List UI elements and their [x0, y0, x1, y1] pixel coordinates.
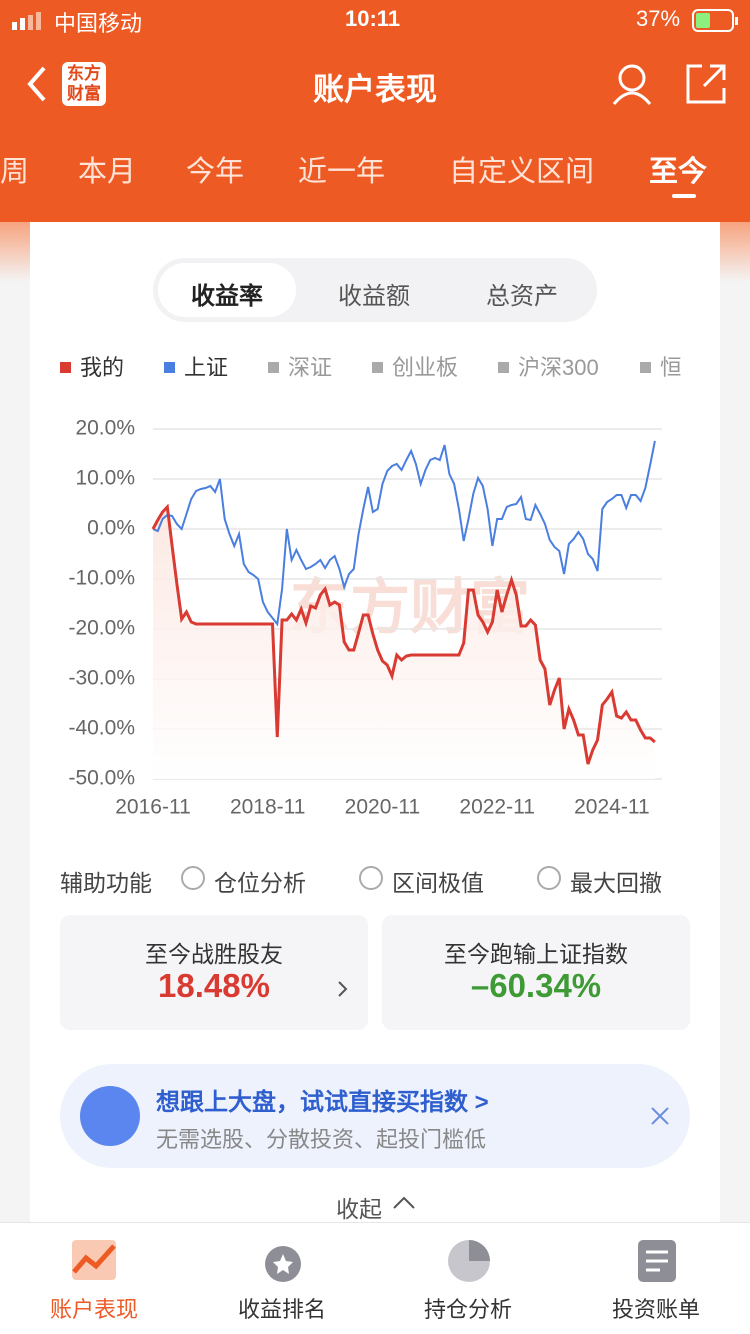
- chevron: [338, 981, 348, 997]
- share-icon[interactable]: [684, 62, 730, 108]
- metric-tab[interactable]: 收益率: [191, 283, 263, 310]
- nav-icon: [638, 1240, 676, 1282]
- x-tick-label: 2018-11: [230, 796, 306, 819]
- stat-label: 至今跑输上证指数: [444, 941, 628, 967]
- nav-icon: [265, 1246, 301, 1282]
- collapse-icon: [393, 1196, 415, 1209]
- aux-label: 辅助功能: [60, 870, 152, 896]
- page-title: 账户表现: [313, 72, 437, 107]
- legend-label: 深证: [288, 355, 332, 380]
- close-icon[interactable]: [650, 1106, 670, 1126]
- battery-icon: [692, 9, 738, 32]
- promo-title: 想跟上大盘，试试直接买指数 >: [156, 1089, 489, 1116]
- promo-banner[interactable]: 想跟上大盘，试试直接买指数 > 无需选股、分散投资、起投门槛低: [60, 1064, 690, 1168]
- legend-label: 我的: [80, 355, 124, 380]
- legend-swatch: [164, 362, 175, 373]
- logo: 东方 财富: [62, 62, 106, 106]
- legend-label: 沪深300: [518, 355, 599, 380]
- stat-card: 至今跑输上证指数 –60.34%: [382, 915, 690, 1030]
- promo-icon: [80, 1086, 140, 1146]
- legend-swatch: [640, 362, 651, 373]
- period-tab-active[interactable]: 至今: [649, 156, 708, 188]
- period-tab[interactable]: 近一年: [298, 156, 386, 188]
- aux-option[interactable]: 区间极值: [392, 870, 484, 896]
- x-tick-label: 2022-11: [459, 796, 535, 819]
- legend-fade: [680, 350, 720, 390]
- radio[interactable]: [359, 866, 383, 890]
- user-icon[interactable]: [610, 62, 660, 108]
- stat-value: –60.34%: [470, 967, 602, 1004]
- metric-selected: [158, 263, 296, 317]
- y-tick-label: 0.0%: [87, 517, 135, 540]
- nav-item[interactable]: 持仓分析: [423, 1297, 512, 1322]
- tab-indicator: [672, 194, 696, 198]
- bottom-nav: [0, 1222, 750, 1334]
- area-fill: [153, 507, 655, 779]
- metric-tab[interactable]: 总资产: [486, 283, 558, 310]
- promo-subtitle: 无需选股、分散投资、起投门槛低: [156, 1127, 487, 1152]
- chart: 东方财富 20.0%10.0%0.0%-10.0%-20.0%-30.0%-40…: [60, 350, 720, 819]
- legend-label: 上证: [184, 355, 228, 380]
- period-tab[interactable]: 周: [0, 156, 30, 188]
- series-line: [152, 440, 656, 627]
- time: 10:11: [345, 6, 401, 31]
- legend-swatch: [498, 362, 509, 373]
- battery: 37%: [636, 6, 681, 31]
- y-tick-label: -40.0%: [68, 717, 135, 740]
- header: 中国移动 10:11 37% 东方 财富 账户表现 周 本月 今年 近一年 自定义…: [0, 0, 750, 222]
- nav-icon: [72, 1240, 116, 1280]
- stat-card[interactable]: 至今战胜股友 18.48%: [60, 915, 368, 1030]
- nav-icon: [448, 1240, 490, 1282]
- carrier: 中国移动: [54, 11, 143, 36]
- x-tick-label: 2016-11: [115, 796, 191, 819]
- legend-swatch: [268, 362, 279, 373]
- nav-item-active[interactable]: 账户表现: [49, 1297, 138, 1322]
- radio[interactable]: [537, 866, 561, 890]
- radio[interactable]: [181, 866, 205, 890]
- x-tick-label: 2024-11: [574, 796, 650, 819]
- y-tick-label: -50.0%: [68, 767, 135, 790]
- collapse-button[interactable]: 收起: [336, 1196, 382, 1222]
- y-tick-label: 20.0%: [75, 417, 135, 440]
- metric-tab[interactable]: 收益额: [338, 283, 410, 310]
- nav-item[interactable]: 投资账单: [611, 1297, 700, 1322]
- y-tick-label: -20.0%: [68, 617, 135, 640]
- y-tick-label: 10.0%: [75, 467, 135, 490]
- legend-swatch: [60, 362, 71, 373]
- legend-label: 创业板: [392, 355, 458, 380]
- series-line: [151, 503, 656, 765]
- legend-swatch: [372, 362, 383, 373]
- back-button[interactable]: [22, 64, 52, 104]
- logo-text: 东方: [67, 64, 101, 83]
- x-tick-label: 2020-11: [345, 796, 421, 819]
- period-tab[interactable]: 本月: [78, 156, 137, 188]
- stat-value: 18.48%: [158, 967, 270, 1004]
- logo-text: 财富: [67, 84, 101, 103]
- aux-option[interactable]: 仓位分析: [214, 870, 306, 896]
- aux-option[interactable]: 最大回撤: [570, 870, 662, 896]
- stat-label: 至今战胜股友: [145, 941, 283, 967]
- nav-item[interactable]: 收益排名: [237, 1297, 326, 1322]
- period-tab[interactable]: 今年: [186, 156, 245, 188]
- y-tick-label: -10.0%: [68, 567, 135, 590]
- legend-label: 恒: [660, 355, 682, 380]
- y-tick-label: -30.0%: [68, 667, 135, 690]
- period-tab[interactable]: 自定义区间: [449, 156, 595, 188]
- signal-icon: [12, 12, 41, 30]
